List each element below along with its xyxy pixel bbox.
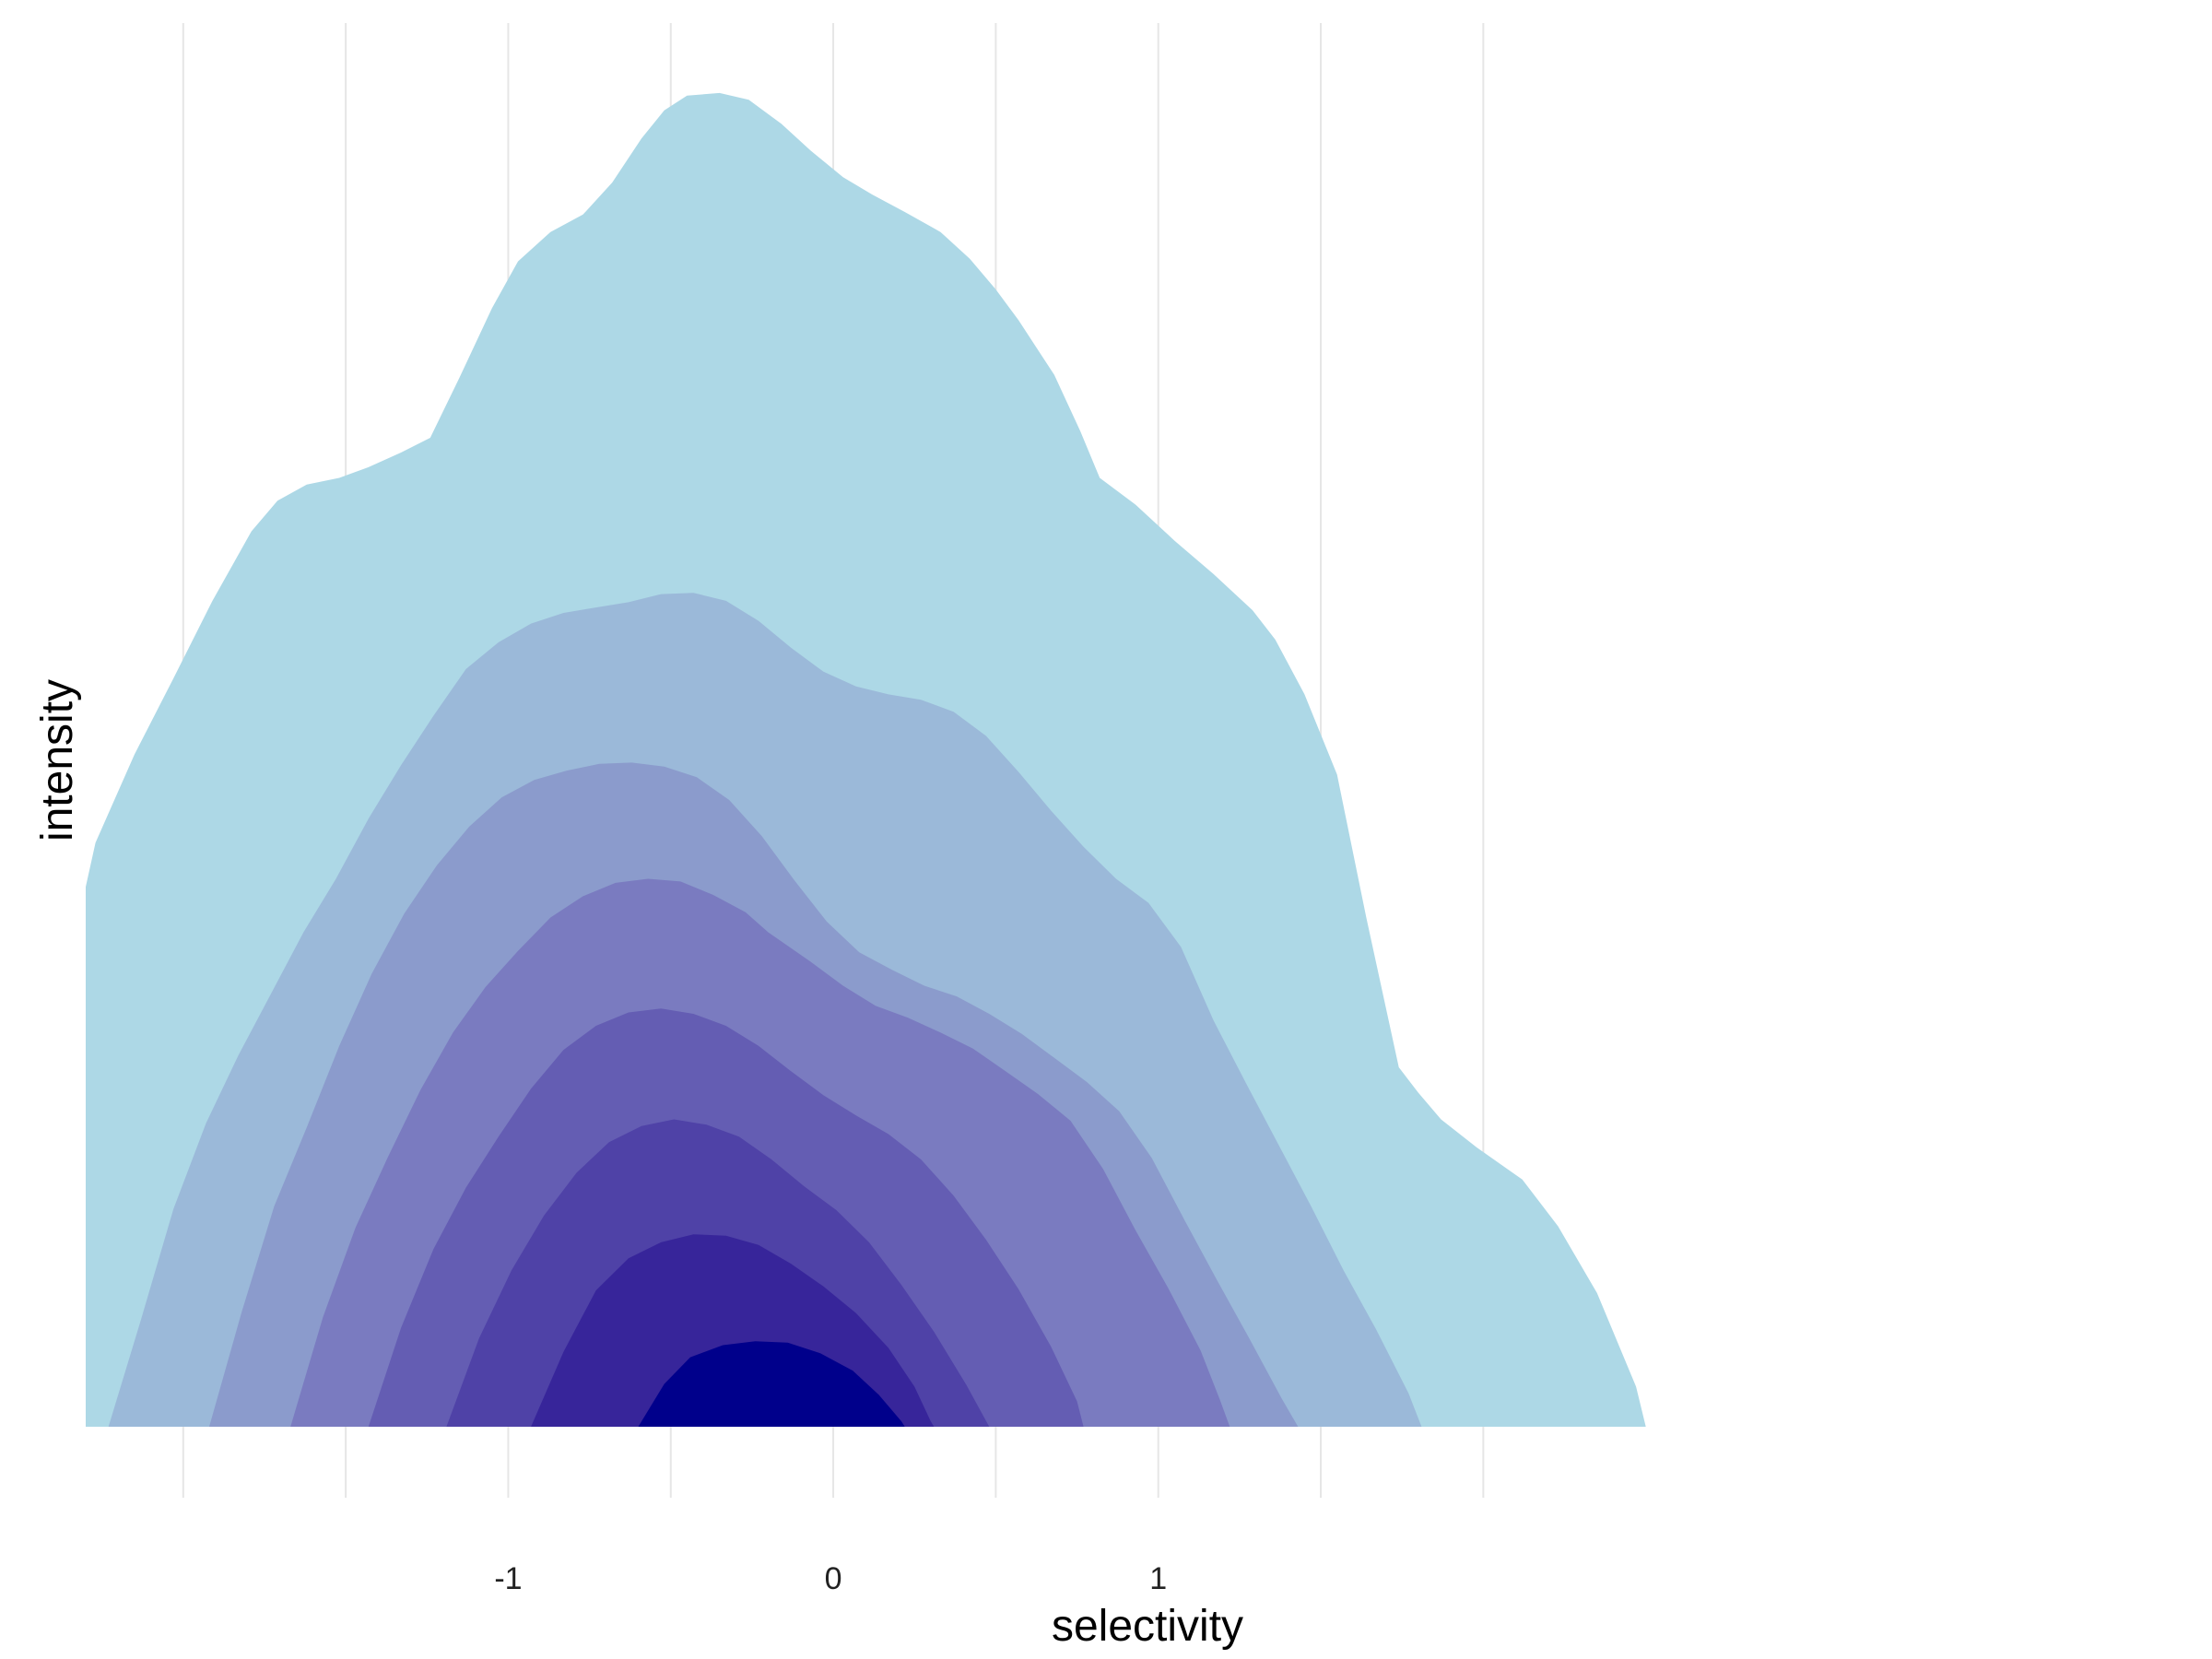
x-tick-label: 0	[825, 1561, 842, 1596]
contour-bands	[86, 92, 1646, 1427]
contour-band-level-8	[638, 1341, 905, 1427]
x-tick-label: 1	[1149, 1561, 1167, 1596]
y-axis-title: intensity	[33, 679, 82, 841]
x-axis-ticks: -1 0 1	[494, 1561, 1167, 1596]
x-axis-title: selectivity	[1052, 1602, 1243, 1651]
x-tick-label: -1	[494, 1561, 522, 1596]
